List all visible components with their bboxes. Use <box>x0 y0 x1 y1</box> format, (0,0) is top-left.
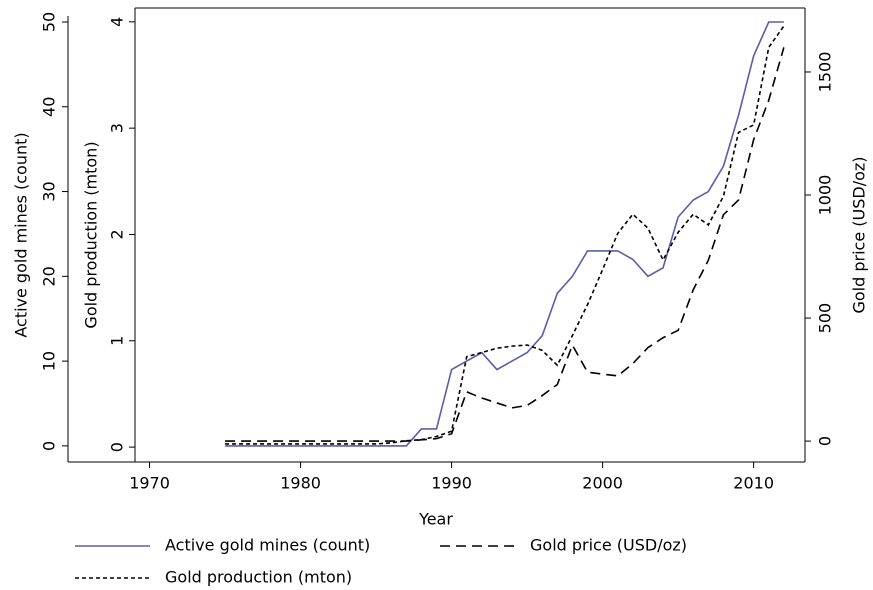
y-tick-label: 3 <box>108 123 127 133</box>
y-tick-label: 500 <box>816 303 835 334</box>
y-tick-label: 10 <box>40 351 59 371</box>
series-line <box>225 21 784 447</box>
legend-label: Active gold mines (count) <box>165 536 370 555</box>
y2-axis-label: Gold production (mton) <box>82 141 101 328</box>
x-axis-label: Year <box>418 510 453 529</box>
y3-axis-label: Gold price (USD/oz) <box>850 156 869 313</box>
series-line <box>225 25 785 445</box>
y-tick-label: 1500 <box>816 52 835 93</box>
x-tick-label: 1990 <box>431 474 472 493</box>
legend-label: Gold production (mton) <box>165 568 352 587</box>
x-tick-label: 1970 <box>129 474 170 493</box>
y-tick-label: 2 <box>108 229 127 239</box>
y-tick-label: 0 <box>816 436 835 446</box>
legend-label: Gold price (USD/oz) <box>530 536 687 555</box>
x-tick-label: 2010 <box>733 474 774 493</box>
x-tick-label: 2000 <box>582 474 623 493</box>
y-tick-label: 1000 <box>816 175 835 216</box>
y-tick-label: 20 <box>40 266 59 286</box>
y-tick-label: 40 <box>40 97 59 117</box>
y-tick-label: 30 <box>40 181 59 201</box>
y-tick-label: 0 <box>108 442 127 452</box>
series-line <box>225 47 785 442</box>
y-axis-label: Active gold mines (count) <box>12 132 31 337</box>
y-tick-label: 1 <box>108 336 127 346</box>
y-tick-label: 4 <box>108 17 127 27</box>
y-tick-label: 0 <box>40 441 59 451</box>
x-tick-label: 1980 <box>280 474 321 493</box>
y-tick-label: 50 <box>40 12 59 32</box>
